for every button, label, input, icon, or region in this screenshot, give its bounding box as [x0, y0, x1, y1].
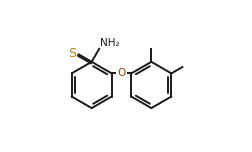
Text: NH₂: NH₂: [100, 38, 119, 48]
Text: O: O: [117, 68, 126, 78]
Text: S: S: [68, 47, 76, 60]
